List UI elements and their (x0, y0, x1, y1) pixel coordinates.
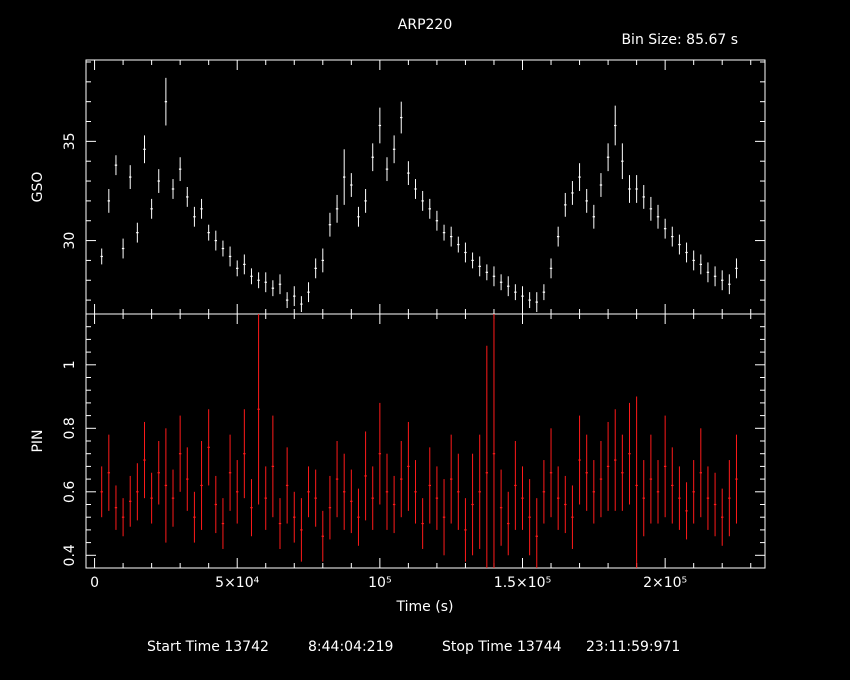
pin-y-tick-label: 1 (62, 360, 78, 369)
pin-axis-label: PIN (30, 429, 46, 452)
start-time-value: 8:44:04:219 (308, 639, 393, 655)
stop-time-label: Stop Time 13744 (442, 639, 562, 655)
start-time-label: Start Time 13742 (147, 639, 269, 655)
pin-frame (85, 313, 766, 569)
x-tick-label: 5×10⁴ (215, 575, 259, 591)
x-axis-label: Time (s) (396, 599, 454, 615)
pin-y-tick-label: 0.4 (62, 544, 78, 566)
stop-time-value: 23:11:59:971 (586, 639, 680, 655)
gso-frame (85, 59, 766, 315)
x-tick-label: 1.5×10⁵ (494, 575, 551, 591)
chart-title: ARP220 (398, 17, 452, 33)
x-tick-label: 2×10⁵ (643, 575, 687, 591)
x-tick-label: 10⁵ (368, 575, 391, 591)
gso-y-tick-label: 30 (62, 232, 78, 250)
x-tick-label: 0 (90, 575, 99, 591)
gso-panel: 30 35 GSO (30, 59, 766, 315)
gso-y-tick-label: 35 (62, 132, 78, 150)
x-axis: 0 5×10⁴ 10⁵ 1.5×10⁵ 2×10⁵ (90, 575, 687, 591)
pin-y-tick-label: 0.6 (62, 481, 78, 503)
pin-panel: 0.4 0.6 0.8 1 PIN (30, 313, 766, 569)
gso-axis-label: GSO (30, 172, 46, 203)
pin-y-tick-label: 0.8 (62, 417, 78, 439)
bin-size-label: Bin Size: 85.67 s (621, 32, 738, 48)
